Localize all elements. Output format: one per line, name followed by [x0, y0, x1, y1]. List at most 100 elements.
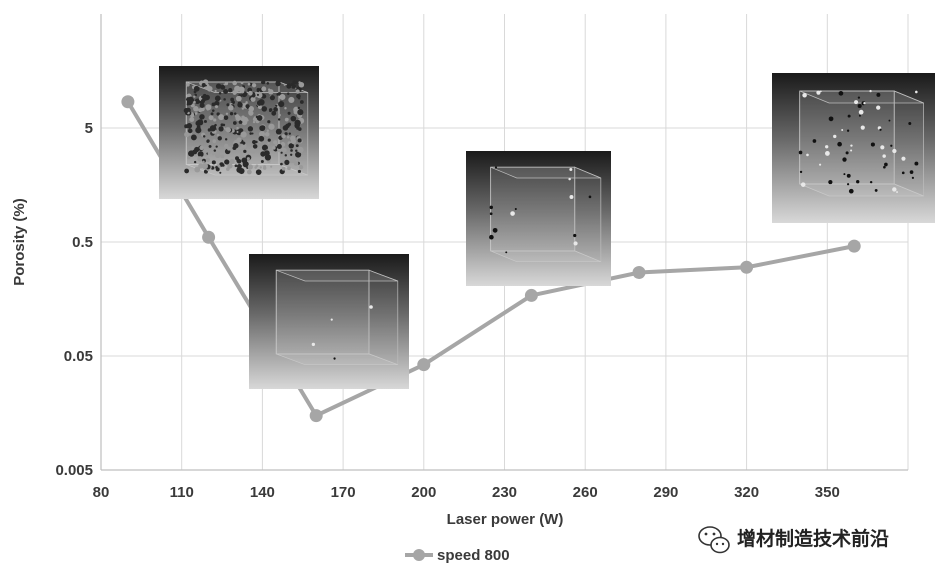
pore — [848, 188, 854, 194]
pore — [802, 93, 807, 98]
pore — [850, 149, 853, 152]
pore — [833, 134, 837, 139]
pore — [240, 81, 244, 85]
y-tick-label: 0.005 — [55, 462, 93, 479]
pore — [234, 164, 238, 168]
pore — [806, 153, 809, 157]
pore — [255, 169, 262, 175]
pore — [884, 162, 888, 167]
pore — [278, 101, 285, 108]
pore — [223, 115, 229, 121]
pore — [197, 151, 204, 158]
pore — [297, 138, 302, 143]
pore — [224, 159, 230, 165]
pore — [505, 251, 508, 254]
pore — [198, 163, 204, 169]
pore — [199, 102, 205, 108]
pore — [225, 112, 229, 115]
pore — [235, 115, 242, 122]
pore — [293, 160, 299, 166]
pore — [858, 114, 861, 117]
pore — [193, 106, 199, 112]
cube-face-front — [275, 269, 370, 355]
pore — [896, 191, 898, 193]
pore — [837, 141, 842, 147]
pore — [261, 80, 266, 85]
pore — [838, 90, 844, 96]
pore — [330, 318, 333, 321]
pore — [256, 93, 260, 96]
pore — [240, 131, 247, 138]
pore — [245, 104, 250, 109]
cube-face-front — [490, 166, 576, 252]
pore — [273, 107, 278, 112]
pore — [261, 86, 267, 92]
pore — [295, 149, 298, 152]
pore — [212, 139, 217, 144]
pore — [187, 155, 191, 160]
pore — [201, 163, 209, 170]
pore — [233, 112, 237, 115]
pore — [369, 305, 373, 309]
pore — [247, 164, 253, 170]
pore — [220, 154, 225, 159]
x-tick-label: 170 — [331, 484, 356, 501]
pore — [234, 86, 238, 90]
pore — [205, 104, 212, 111]
pore — [214, 100, 220, 107]
ct-inset-medium-porosity — [466, 151, 611, 286]
pore — [816, 90, 821, 95]
pore — [846, 173, 851, 178]
pore — [828, 116, 834, 122]
pore — [286, 92, 290, 95]
pore — [799, 170, 803, 174]
pore — [249, 147, 256, 154]
pore — [252, 120, 256, 124]
pore — [199, 114, 205, 120]
pore — [846, 129, 850, 132]
pore — [284, 154, 287, 157]
x-axis-title: Laser power (W) — [447, 511, 564, 528]
pore — [277, 118, 281, 121]
y-tick-label: 5 — [85, 120, 93, 137]
pore — [273, 140, 278, 145]
pore — [258, 130, 266, 138]
pore — [275, 104, 278, 108]
pore — [573, 233, 577, 238]
pore — [221, 163, 225, 167]
pore — [220, 123, 224, 127]
pore — [276, 144, 282, 149]
pore — [268, 123, 275, 130]
wechat-icon — [698, 526, 730, 554]
pore — [882, 154, 886, 158]
pore — [297, 106, 301, 110]
pore — [291, 84, 296, 89]
pore — [908, 122, 912, 126]
pore — [287, 83, 291, 87]
pore — [187, 128, 193, 134]
pore — [294, 122, 300, 129]
pore — [279, 93, 286, 101]
pore — [857, 96, 861, 99]
y-tick-label: 0.05 — [64, 348, 93, 365]
pore — [202, 95, 208, 101]
pore — [569, 195, 574, 199]
cube-face-side — [574, 166, 602, 263]
pore — [218, 114, 225, 121]
pore — [514, 208, 517, 211]
pore — [287, 166, 291, 171]
pore — [261, 144, 268, 151]
pore — [285, 123, 290, 129]
pore — [242, 141, 246, 145]
pore — [224, 138, 228, 141]
pore — [841, 128, 844, 131]
pore — [283, 83, 286, 86]
pore — [229, 111, 234, 116]
pore — [267, 142, 270, 145]
pore — [198, 100, 201, 104]
pore — [869, 89, 872, 93]
pore — [284, 132, 288, 136]
pore — [289, 158, 294, 164]
pore — [223, 88, 229, 95]
pore — [284, 159, 290, 165]
